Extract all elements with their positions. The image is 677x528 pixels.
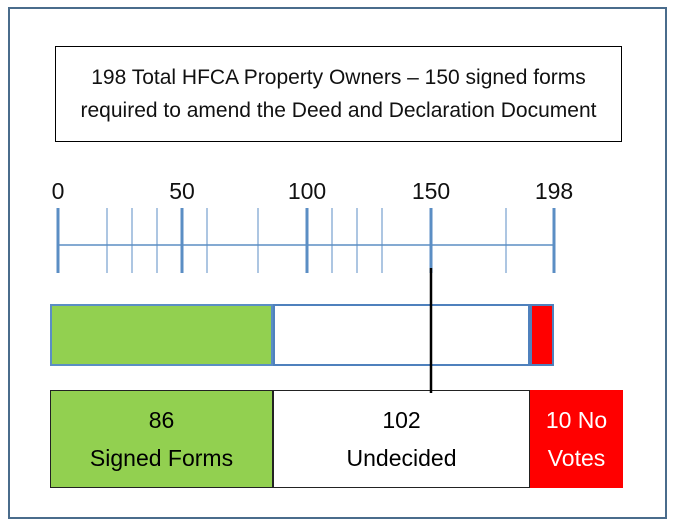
title-box: 198 Total HFCA Property Owners – 150 sig… xyxy=(55,46,622,142)
undecided-label: Undecided xyxy=(346,445,457,471)
signed-forms-box: 86 Signed Forms xyxy=(50,390,273,488)
no-votes-box: 10 No Votes xyxy=(530,390,623,488)
scale-label-100: 100 xyxy=(287,178,327,204)
signed-label: Signed Forms xyxy=(89,445,234,471)
outer-frame xyxy=(8,7,667,519)
signed-count: 86 xyxy=(148,407,175,433)
scale-label-0: 0 xyxy=(51,178,65,204)
no-votes-bar xyxy=(530,304,554,366)
signed-bar xyxy=(50,304,273,366)
undecided-bar xyxy=(273,304,530,366)
scale-label-150: 150 xyxy=(411,178,451,204)
undecided-count: 102 xyxy=(382,407,421,433)
title-line-2: required to amend the Deed and Declarati… xyxy=(80,99,597,122)
undecided-box: 102 Undecided xyxy=(273,390,530,488)
scale-label-198: 198 xyxy=(534,178,574,204)
title-line-1: 198 Total HFCA Property Owners – 150 sig… xyxy=(91,66,586,89)
no-votes-label: Votes xyxy=(547,445,606,471)
no-votes-count: 10 No xyxy=(545,407,608,433)
scale-label-50: 50 xyxy=(169,178,195,204)
